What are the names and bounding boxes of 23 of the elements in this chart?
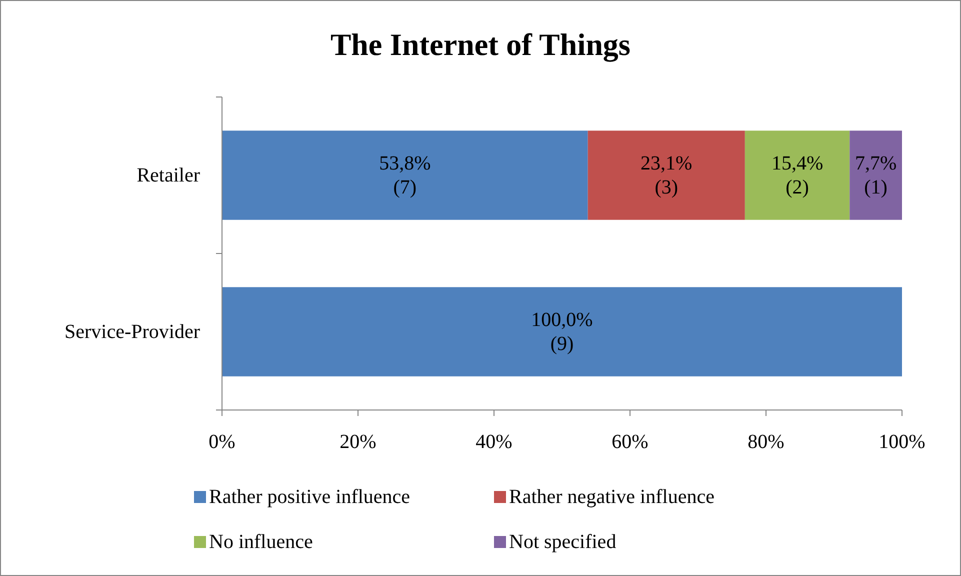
chart-title: The Internet of Things xyxy=(330,27,630,62)
x-tick-label: 60% xyxy=(612,431,648,453)
legend-label: Not specified xyxy=(509,531,616,553)
data-label: 7,7% (1) xyxy=(854,152,897,198)
legend-label: No influence xyxy=(209,531,313,553)
data-label: 23,1% (3) xyxy=(640,152,692,198)
legend-label: Rather negative influence xyxy=(509,486,715,508)
y-tick-label: Retailer xyxy=(136,164,200,186)
legend-label: Rather positive influence xyxy=(209,486,410,508)
bar xyxy=(588,130,745,220)
x-tick-label: 40% xyxy=(476,431,512,453)
data-label: 15,4% (2) xyxy=(771,152,824,198)
x-tick-label: 0% xyxy=(208,431,236,453)
bar xyxy=(222,287,902,376)
bar xyxy=(744,130,850,220)
x-tick-label: 80% xyxy=(748,431,784,453)
x-tick-label: 20% xyxy=(340,431,376,453)
data-label: 53,8% (7) xyxy=(379,152,431,198)
x-tick-label: 100% xyxy=(878,431,926,453)
y-tick-label: Service-Provider xyxy=(64,320,200,343)
bar xyxy=(850,130,902,220)
data-label: 100,0% (9) xyxy=(531,308,593,355)
bar xyxy=(222,130,588,220)
